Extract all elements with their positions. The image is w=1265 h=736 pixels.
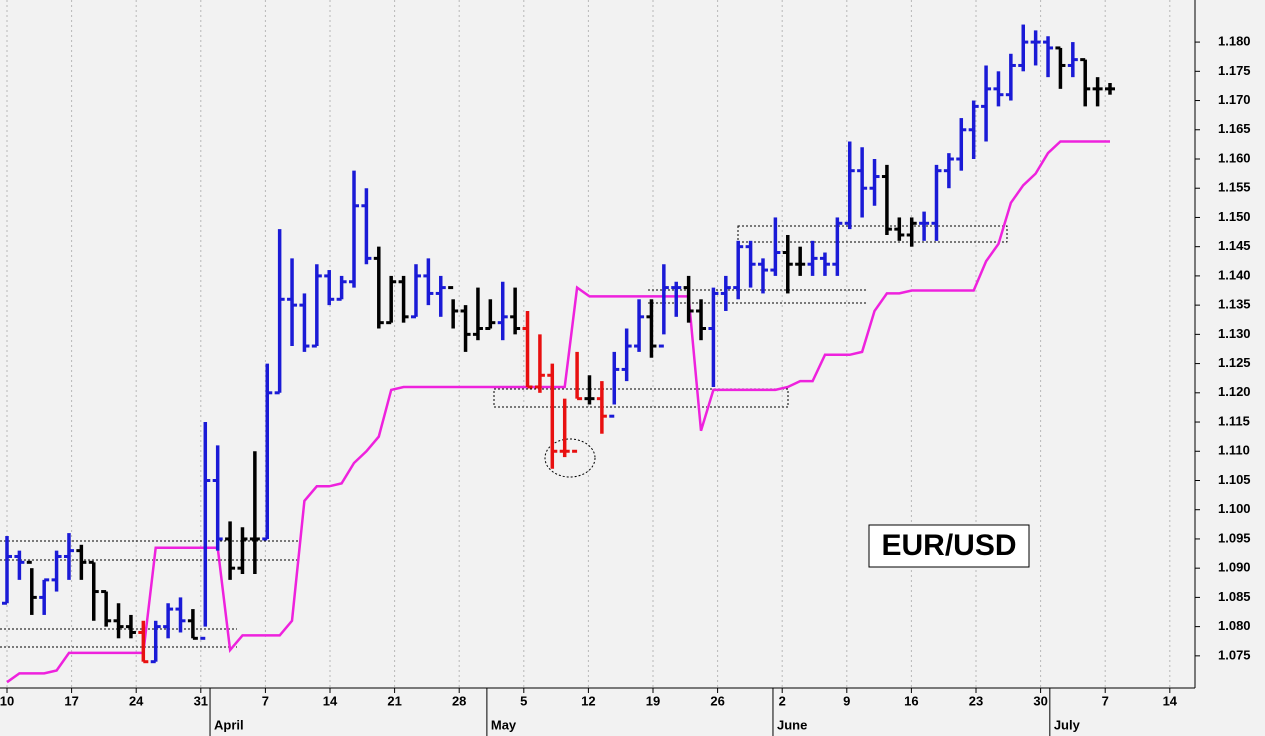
- y-tick-label: 1.160: [1218, 150, 1251, 165]
- y-tick-label: 1.180: [1218, 34, 1251, 49]
- y-tick-label: 1.130: [1218, 326, 1251, 341]
- y-tick-label: 1.085: [1218, 589, 1251, 604]
- x-tick-label: 12: [581, 693, 595, 708]
- y-tick-label: 1.115: [1218, 413, 1250, 428]
- x-tick-label: 21: [387, 693, 401, 708]
- y-tick-label: 1.175: [1218, 63, 1251, 78]
- x-tick-label: 7: [1102, 693, 1109, 708]
- y-tick-label: 1.140: [1218, 267, 1251, 282]
- x-tick-label: 7: [262, 693, 269, 708]
- y-tick-label: 1.125: [1218, 355, 1251, 370]
- x-tick-label: 23: [969, 693, 983, 708]
- y-tick-label: 1.120: [1218, 384, 1251, 399]
- x-tick-label: 30: [1033, 693, 1047, 708]
- x-tick-label: 9: [843, 693, 850, 708]
- x-tick-label: 19: [646, 693, 660, 708]
- x-tick-label: 14: [323, 693, 338, 708]
- y-tick-label: 1.165: [1218, 121, 1251, 136]
- symbol-label: EUR/USD: [881, 529, 1016, 562]
- x-tick-label: 10: [0, 693, 14, 708]
- y-tick-label: 1.110: [1218, 443, 1250, 458]
- x-tick-label: 28: [452, 693, 466, 708]
- y-tick-label: 1.080: [1218, 618, 1251, 633]
- y-tick-label: 1.095: [1218, 530, 1251, 545]
- zone-box: [737, 225, 1008, 243]
- y-tick-label: 1.170: [1218, 92, 1251, 107]
- x-tick-label: 5: [520, 693, 527, 708]
- x-tick-label: 14: [1163, 693, 1178, 708]
- y-tick-label: 1.145: [1218, 238, 1251, 253]
- y-tick-label: 1.100: [1218, 501, 1251, 516]
- y-tick-label: 1.155: [1218, 180, 1251, 195]
- x-tick-label: 17: [64, 693, 78, 708]
- stop-line: [6, 140, 1110, 684]
- highlight-ellipse: [544, 438, 596, 478]
- x-tick-label: 2: [779, 693, 786, 708]
- x-tick-label: 24: [129, 693, 144, 708]
- y-tick-label: 1.105: [1218, 472, 1251, 487]
- y-tick-label: 1.135: [1218, 297, 1251, 312]
- y-tick-label: 1.075: [1218, 647, 1251, 662]
- month-label: May: [491, 717, 517, 732]
- x-tick-label: 26: [710, 693, 724, 708]
- month-label: April: [214, 717, 244, 732]
- y-tick-label: 1.150: [1218, 209, 1251, 224]
- x-tick-label: 31: [194, 693, 208, 708]
- y-tick-label: 1.090: [1218, 560, 1251, 575]
- month-label: June: [777, 717, 807, 732]
- symbol-box: [868, 524, 1030, 568]
- x-tick-label: 16: [904, 693, 918, 708]
- month-label: July: [1054, 717, 1081, 732]
